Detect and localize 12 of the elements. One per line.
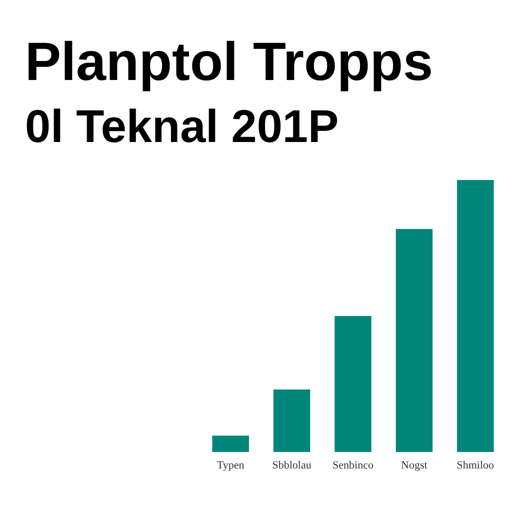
x-tick-label: Senbinco [332, 460, 374, 472]
bar [334, 316, 372, 452]
x-tick-label: Nogst [401, 460, 428, 472]
bar [396, 228, 433, 452]
x-tick-label: Typen [216, 460, 245, 472]
bar [273, 389, 310, 452]
x-tick-label: Sbblolau [272, 460, 312, 472]
chart-subtitle: 0l Teknal 201P [25, 100, 339, 152]
bar [457, 180, 494, 452]
chart-title: Planptol Tropps [25, 32, 434, 92]
bar [212, 436, 249, 452]
x-tick-label: Shmiloo [456, 460, 495, 472]
